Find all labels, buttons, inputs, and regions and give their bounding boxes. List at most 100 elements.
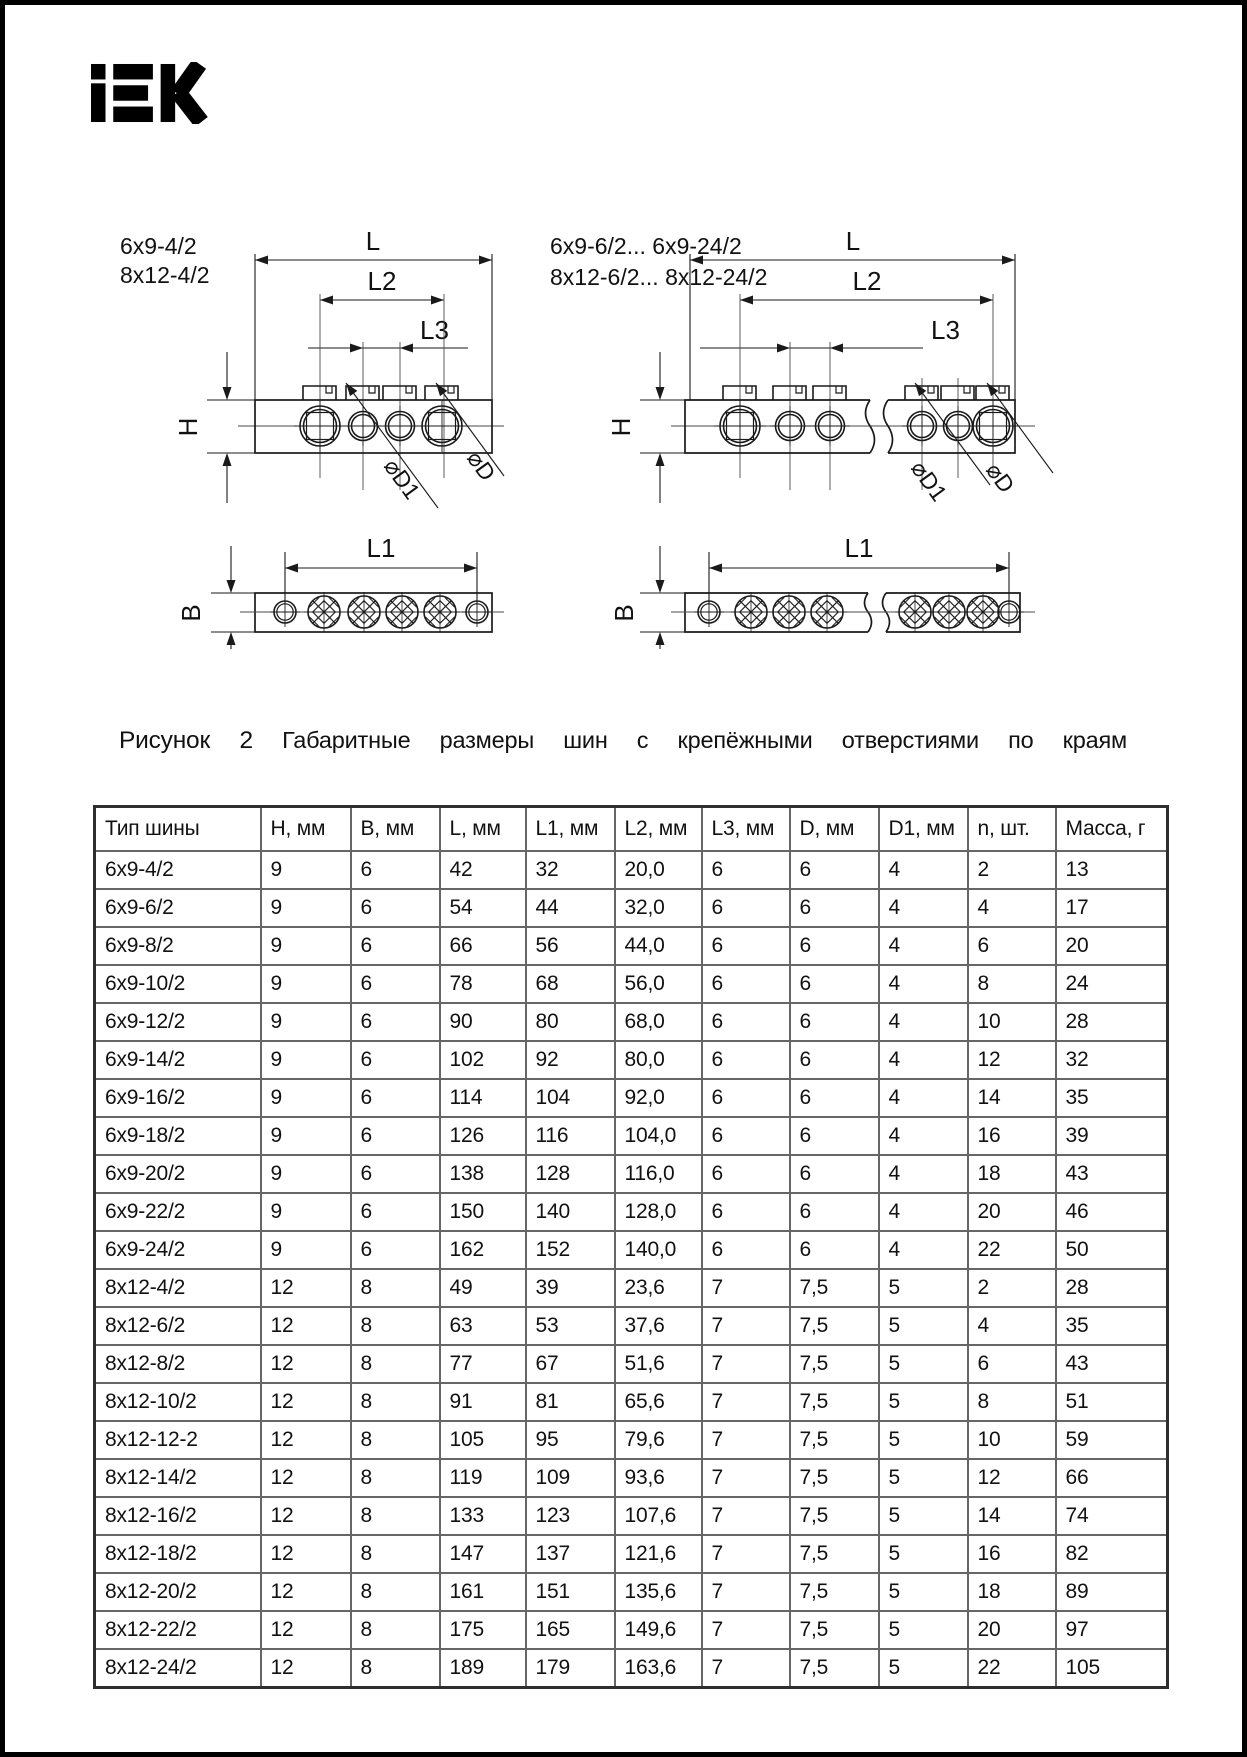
value-cell: 51 — [1054, 1382, 1169, 1422]
value-cell: 4 — [966, 888, 1057, 928]
value-cell: 6 — [788, 850, 880, 890]
value-cell: 35 — [1054, 1078, 1169, 1118]
value-cell: 6 — [349, 1002, 441, 1042]
column-header-1: H, мм — [259, 805, 352, 852]
value-cell: 12 — [259, 1268, 352, 1308]
value-cell: 5 — [877, 1648, 969, 1689]
value-cell: 4 — [877, 1078, 969, 1118]
value-cell: 6 — [349, 1154, 441, 1194]
value-cell: 121,6 — [613, 1534, 703, 1574]
value-cell: 6 — [349, 888, 441, 928]
value-cell: 7 — [700, 1534, 791, 1574]
value-cell: 4 — [877, 1230, 969, 1270]
value-cell: 4 — [966, 1306, 1057, 1346]
bus-type-cell: 6x9-20/2 — [93, 1154, 262, 1194]
value-cell: 6 — [349, 1078, 441, 1118]
value-cell: 6 — [700, 964, 791, 1004]
value-cell: 32 — [524, 850, 616, 890]
value-cell: 6 — [788, 1116, 880, 1156]
table-row: 6x9-20/2 9 6 138 128 116,0 6 6 4 18 43 — [93, 1154, 1169, 1194]
value-cell: 8 — [966, 1382, 1057, 1422]
value-cell: 7,5 — [788, 1572, 880, 1612]
bus-type-cell: 8x12-6/2 — [93, 1306, 262, 1346]
column-header-9: n, шт. — [966, 805, 1057, 852]
dim-label-L1: L1 — [845, 533, 874, 563]
dimensions-table: Тип шины H, мм B, мм L, мм L1, мм L2, мм L3, м… — [93, 805, 1169, 1689]
value-cell: 68 — [524, 964, 616, 1004]
column-header-10: Масса, г — [1054, 805, 1169, 852]
value-cell: 116 — [524, 1116, 616, 1156]
value-cell: 12 — [259, 1648, 352, 1689]
value-cell: 7,5 — [788, 1420, 880, 1460]
value-cell: 46 — [1054, 1192, 1169, 1232]
column-header-6: L3, мм — [700, 805, 791, 852]
value-cell: 65,6 — [613, 1382, 703, 1422]
table-row: 8x12-22/2 12 8 175 165 149,6 7 7,5 5 20 97 — [93, 1610, 1169, 1650]
value-cell: 14 — [966, 1078, 1057, 1118]
value-cell: 5 — [877, 1382, 969, 1422]
value-cell: 22 — [966, 1648, 1057, 1689]
value-cell: 7 — [700, 1306, 791, 1346]
value-cell: 6 — [700, 850, 791, 890]
dim-label-L3: L3 — [420, 315, 449, 345]
value-cell: 93,6 — [613, 1458, 703, 1498]
value-cell: 151 — [524, 1572, 616, 1612]
figure-caption-text: Габаритные размеры шин с крепёжными отве… — [282, 727, 1127, 753]
value-cell: 6 — [788, 926, 880, 966]
table-row: 8x12-18/2 12 8 147 137 121,6 7 7,5 5 16 82 — [93, 1534, 1169, 1574]
value-cell: 92,0 — [613, 1078, 703, 1118]
value-cell: 4 — [877, 888, 969, 928]
value-cell: 7,5 — [788, 1610, 880, 1650]
column-header-5: L2, мм — [613, 805, 703, 852]
value-cell: 80 — [524, 1002, 616, 1042]
value-cell: 56,0 — [613, 964, 703, 1004]
value-cell: 5 — [877, 1610, 969, 1650]
value-cell: 8 — [349, 1382, 441, 1422]
value-cell: 4 — [877, 1192, 969, 1232]
table-row: 6x9-18/2 9 6 126 116 104,0 6 6 4 16 39 — [93, 1116, 1169, 1156]
value-cell: 5 — [877, 1496, 969, 1536]
value-cell: 44 — [524, 888, 616, 928]
value-cell: 5 — [877, 1344, 969, 1384]
value-cell: 6 — [788, 1078, 880, 1118]
value-cell: 74 — [1054, 1496, 1169, 1536]
value-cell: 8 — [349, 1420, 441, 1460]
value-cell: 6 — [349, 850, 441, 890]
table-row: 8x12-12-2 12 8 105 95 79,6 7 7,5 5 10 59 — [93, 1420, 1169, 1460]
value-cell: 119 — [438, 1458, 527, 1498]
value-cell: 6 — [700, 1078, 791, 1118]
bus-type-cell: 6x9-6/2 — [93, 888, 262, 928]
bus-type-cell: 8x12-24/2 — [93, 1648, 262, 1689]
value-cell: 128 — [524, 1154, 616, 1194]
value-cell: 6 — [700, 888, 791, 928]
value-cell: 5 — [877, 1572, 969, 1612]
value-cell: 12 — [259, 1496, 352, 1536]
value-cell: 6 — [788, 1230, 880, 1270]
table-row: 8x12-6/2 12 8 63 53 37,6 7 7,5 5 4 35 — [93, 1306, 1169, 1346]
value-cell: 20 — [966, 1610, 1057, 1650]
value-cell: 20,0 — [613, 850, 703, 890]
value-cell: 4 — [877, 1040, 969, 1080]
dim-label-H: H — [606, 418, 636, 437]
value-cell: 4 — [877, 1154, 969, 1194]
value-cell: 8 — [349, 1496, 441, 1536]
value-cell: 6 — [700, 1230, 791, 1270]
value-cell: 54 — [438, 888, 527, 928]
value-cell: 20 — [966, 1192, 1057, 1232]
value-cell: 32,0 — [613, 888, 703, 928]
iek-logo — [91, 62, 208, 124]
value-cell: 140 — [524, 1192, 616, 1232]
value-cell: 137 — [524, 1534, 616, 1574]
value-cell: 43 — [1054, 1154, 1169, 1194]
table-header-row: Тип шины H, мм B, мм L, мм L1, мм L2, мм L3, м… — [93, 805, 1169, 852]
value-cell: 56 — [524, 926, 616, 966]
value-cell: 138 — [438, 1154, 527, 1194]
dim-label-D1: ⌀D1 — [906, 456, 952, 506]
value-cell: 140,0 — [613, 1230, 703, 1270]
value-cell: 5 — [877, 1458, 969, 1498]
value-cell: 82 — [1054, 1534, 1169, 1574]
value-cell: 189 — [438, 1648, 527, 1689]
value-cell: 16 — [966, 1116, 1057, 1156]
value-cell: 18 — [966, 1154, 1057, 1194]
value-cell: 6 — [788, 1002, 880, 1042]
